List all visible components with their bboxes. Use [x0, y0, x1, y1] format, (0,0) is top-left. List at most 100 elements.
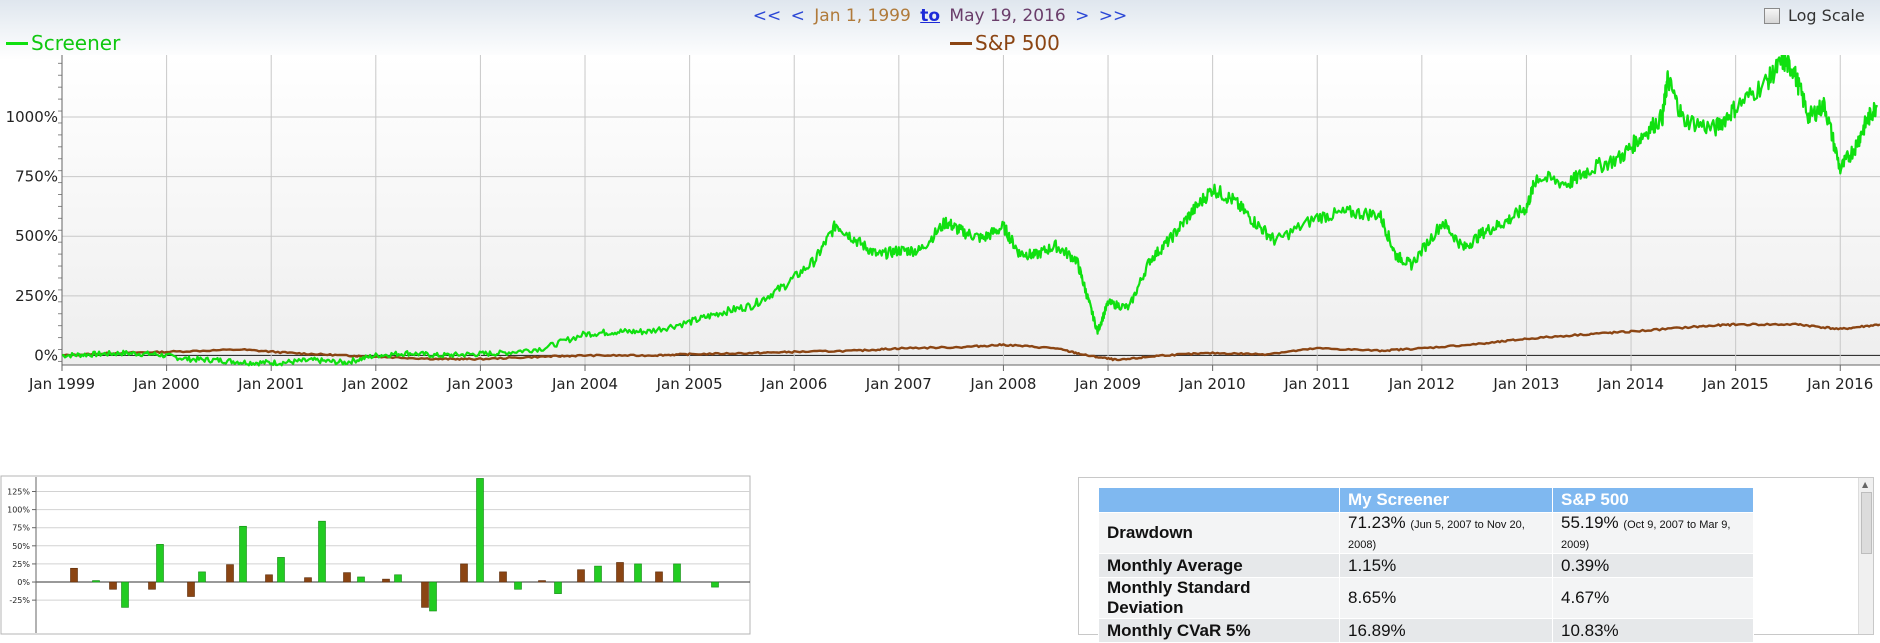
legend-label-screener: Screener	[31, 31, 120, 55]
last-page-button[interactable]: >>	[1099, 6, 1128, 26]
bar-sp500[interactable]	[617, 562, 624, 582]
bar-sp500[interactable]	[344, 573, 351, 582]
stats-row-drawdown: Drawdown 71.23% (Jun 5, 2007 to Nov 20, …	[1099, 513, 1754, 554]
bar-sp500[interactable]	[188, 582, 195, 596]
bar-y-tick-label: -25%	[9, 596, 30, 605]
table-scrollbar[interactable]: ▲	[1858, 478, 1873, 634]
bar-sp500[interactable]	[578, 570, 585, 582]
log-scale-toggle[interactable]: Log Scale	[1764, 6, 1865, 25]
stats-cell-sp: 55.19% (Oct 9, 2007 to Mar 9, 2009)	[1553, 513, 1754, 554]
first-page-button[interactable]: <<	[753, 6, 782, 26]
stats-header-blank	[1099, 488, 1340, 513]
bar-screener[interactable]	[430, 582, 437, 611]
stats-header-sp500: S&P 500	[1553, 488, 1754, 513]
stats-table: My Screener S&P 500 Drawdown 71.23% (Jun…	[1098, 487, 1754, 643]
legend-screener[interactable]: Screener	[6, 31, 120, 55]
stats-row-label: Drawdown	[1099, 513, 1340, 554]
bar-sp500[interactable]	[383, 579, 390, 582]
plot-area	[62, 55, 1880, 365]
y-tick-label: 500%	[15, 227, 58, 245]
y-tick-label: 0%	[34, 346, 58, 364]
stats-panel: My Screener S&P 500 Drawdown 71.23% (Jun…	[1078, 477, 1874, 635]
legend-swatch-sp500	[950, 42, 972, 45]
bar-screener[interactable]	[93, 581, 100, 582]
bar-sp500[interactable]	[227, 565, 234, 582]
stats-value: 16.89%	[1340, 619, 1553, 643]
bar-sp500[interactable]	[656, 572, 663, 582]
x-tick-label: Jan 2013	[1492, 375, 1559, 393]
bar-y-tick-label: 0%	[17, 578, 30, 587]
stats-row-monthly-std: Monthly Standard Deviation 8.65% 4.67%	[1099, 578, 1754, 619]
x-tick-label: Jan 2010	[1179, 375, 1246, 393]
x-tick-label: Jan 2015	[1702, 375, 1769, 393]
bar-sp500[interactable]	[266, 575, 273, 582]
date-navigator: << < Jan 1, 1999 to May 19, 2016 > >>	[0, 6, 1880, 26]
log-scale-label: Log Scale	[1788, 6, 1865, 25]
bar-screener[interactable]	[477, 478, 484, 582]
bar-screener[interactable]	[515, 582, 522, 589]
stats-value: 55.19%	[1561, 513, 1619, 532]
legend-sp500[interactable]: S&P 500	[950, 31, 1060, 55]
bar-screener[interactable]	[157, 544, 164, 582]
bar-screener[interactable]	[199, 572, 206, 582]
bar-y-tick-label: 50%	[12, 542, 30, 551]
bar-sp500[interactable]	[71, 568, 78, 582]
stats-header-row: My Screener S&P 500	[1099, 488, 1754, 513]
x-tick-label: Jan 2000	[133, 375, 200, 393]
scroll-thumb[interactable]	[1861, 492, 1872, 554]
bar-screener[interactable]	[712, 582, 719, 587]
bar-screener[interactable]	[595, 566, 602, 582]
stats-value: 4.67%	[1553, 578, 1754, 619]
y-tick-label: 750%	[15, 168, 58, 186]
legend-label-sp500: S&P 500	[975, 31, 1060, 55]
bar-y-tick-label: 125%	[7, 487, 30, 496]
start-date[interactable]: Jan 1, 1999	[814, 6, 911, 26]
x-tick-label: Jan 2007	[865, 375, 932, 393]
x-tick-label: Jan 2008	[969, 375, 1036, 393]
to-link[interactable]: to	[920, 6, 940, 26]
bar-y-tick-label: 25%	[12, 560, 30, 569]
y-tick-label: 1000%	[6, 108, 58, 126]
bar-screener[interactable]	[240, 526, 247, 582]
bar-screener[interactable]	[319, 521, 326, 582]
bar-screener[interactable]	[358, 577, 365, 582]
bar-screener[interactable]	[122, 582, 129, 607]
x-tick-label: Jan 2009	[1074, 375, 1141, 393]
x-tick-label: Jan 1999	[28, 375, 95, 393]
stats-row-monthly-average: Monthly Average 1.15% 0.39%	[1099, 554, 1754, 578]
end-date[interactable]: May 19, 2016	[949, 6, 1065, 26]
bar-sp500[interactable]	[500, 572, 507, 582]
legend-swatch-screener	[6, 42, 28, 45]
x-tick-label: Jan 2014	[1597, 375, 1664, 393]
bar-sp500[interactable]	[110, 582, 117, 589]
bar-screener[interactable]	[635, 564, 642, 582]
bar-sp500[interactable]	[149, 582, 156, 589]
bar-screener[interactable]	[395, 575, 402, 582]
bar-screener[interactable]	[674, 564, 681, 582]
stats-value: 8.65%	[1340, 578, 1553, 619]
x-tick-label: Jan 2006	[760, 375, 827, 393]
monthly-bar-chart[interactable]: -25% 0% 25% 50% 75% 100% 125%	[0, 475, 760, 635]
x-tick-label: Jan 2002	[342, 375, 409, 393]
stats-row-label: Monthly Average	[1099, 554, 1340, 578]
x-tick-label: Jan 2001	[237, 375, 304, 393]
main-line-chart[interactable]: 0% 250% 500% 750% 1000% Jan 1999 Jan 2000 Jan 2…	[0, 55, 1880, 475]
stats-value: 10.83%	[1553, 619, 1754, 643]
x-tick-label: Jan 2012	[1388, 375, 1455, 393]
prev-page-button[interactable]: <	[791, 6, 805, 26]
x-tick-label: Jan 2016	[1806, 375, 1873, 393]
bar-screener[interactable]	[555, 582, 562, 594]
bar-screener[interactable]	[278, 557, 285, 582]
bar-sp500[interactable]	[461, 564, 468, 582]
bar-sp500[interactable]	[422, 582, 429, 607]
x-tick-label: Jan 2011	[1283, 375, 1350, 393]
x-tick-label: Jan 2003	[446, 375, 513, 393]
bar-chart-frame	[1, 476, 750, 634]
next-page-button[interactable]: >	[1075, 6, 1089, 26]
bar-sp500[interactable]	[305, 578, 312, 582]
bar-sp500[interactable]	[539, 581, 546, 582]
scroll-up-icon[interactable]: ▲	[1862, 480, 1868, 489]
stats-value: 0.39%	[1553, 554, 1754, 578]
y-tick-label: 250%	[15, 287, 58, 305]
log-scale-checkbox[interactable]	[1764, 8, 1780, 24]
